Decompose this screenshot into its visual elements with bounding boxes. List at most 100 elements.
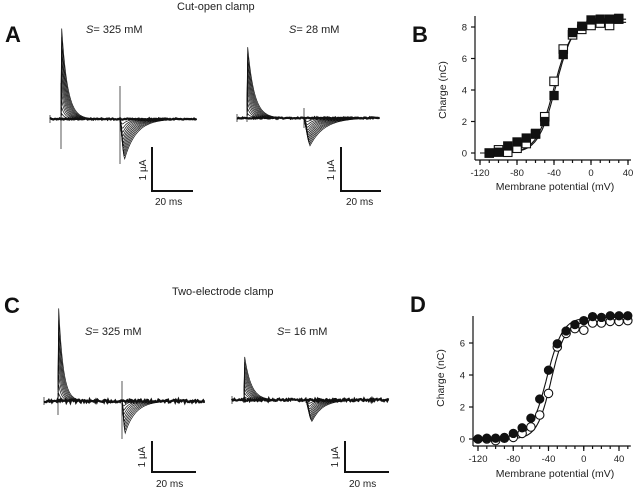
data-point-filled-circle: [570, 319, 580, 330]
y-tick-label: 6: [462, 54, 467, 65]
scale-bar-lines: [340, 147, 381, 192]
data-point-filled-circle: [490, 433, 501, 443]
conc-value: = 325 mM: [92, 326, 141, 338]
y-tick-label: 0: [462, 149, 467, 160]
conc-label-c2: S= 16 mM: [277, 326, 327, 338]
data-point-filled-square: [567, 27, 578, 38]
current-trace: [243, 380, 389, 414]
data-point-open-circle: [534, 410, 545, 420]
x-tick-label: -40: [547, 168, 561, 179]
data-point-filled-circle: [499, 432, 510, 443]
data-point-filled-square: [577, 21, 587, 31]
chart-b-xlabel: Membrane potential (mV): [496, 181, 614, 193]
trace-baseline: [49, 116, 198, 122]
x-tick-label: 40: [614, 454, 625, 465]
data-point-filled-circle: [543, 365, 554, 375]
data-point-filled-square: [530, 128, 541, 139]
data-point-filled-square: [549, 90, 559, 101]
data-point-open-circle: [543, 388, 554, 399]
y-tick-label: 4: [460, 371, 465, 382]
scale-bar-lines: [151, 441, 196, 473]
data-point-open-circle: [526, 422, 536, 432]
data-point-filled-circle: [596, 312, 607, 323]
panel-letter-a: A: [5, 22, 21, 47]
current-trace-family-a1: [49, 28, 198, 164]
data-point-filled-square: [493, 147, 504, 157]
fit-curve-2: [480, 21, 627, 154]
x-tick-label: -120: [468, 454, 487, 465]
data-point-filled-square: [586, 15, 596, 25]
data-point-filled-circle: [517, 423, 527, 433]
data-point-filled-square: [521, 133, 531, 143]
y-tick-label: 8: [462, 23, 467, 34]
chart-b-axes: 0 2 4 6 8 -120 -80 -40 0 40: [462, 16, 633, 179]
chart-d-axes: 0 2 4 6 -120 -80 -40 0 40: [460, 316, 631, 465]
data-point-filled-circle: [579, 315, 589, 326]
current-trace: [57, 364, 205, 419]
scale-bar-lines: [151, 147, 193, 192]
current-trace: [57, 331, 205, 429]
scale-time-label: 20 ms: [346, 197, 373, 208]
scale-time-label: 20 ms: [349, 479, 376, 490]
trace-baseline: [231, 395, 390, 405]
data-point-filled-square: [614, 13, 624, 24]
x-tick-label: -120: [470, 168, 489, 179]
caption-two-electrode-clamp: Two-electrode clamp: [172, 286, 274, 298]
data-point-filled-square: [604, 14, 615, 24]
scale-bar-a1: 1 µA 20 ms: [138, 147, 193, 208]
data-point-filled-square: [512, 137, 522, 147]
s-symbol: S: [277, 326, 285, 338]
data-point-filled-square: [595, 14, 605, 24]
panel-letter-b: B: [412, 22, 428, 47]
chart-d-fit-curves: [478, 316, 626, 440]
data-point-filled-square: [540, 116, 550, 127]
current-trace: [243, 356, 389, 422]
current-trace-family-c2: [231, 356, 390, 422]
conc-label-c1: S= 325 mM: [85, 326, 142, 338]
current-trace: [243, 371, 389, 418]
conc-value: = 325 mM: [93, 24, 142, 36]
chart-d-points: [473, 311, 633, 446]
data-point-filled-square: [558, 49, 568, 60]
data-point-filled-circle: [526, 413, 536, 423]
series-open-circle: [473, 315, 633, 446]
series-filled-square: [484, 13, 624, 158]
x-tick-label: -40: [542, 454, 556, 465]
current-trace: [243, 366, 389, 420]
current-trace: [246, 47, 380, 147]
series-filled-circle: [473, 311, 633, 444]
y-tick-label: 2: [462, 117, 467, 128]
trace-baseline: [43, 396, 205, 406]
s-symbol: S: [85, 326, 93, 338]
data-point-filled-circle: [552, 339, 562, 349]
chart-d-xlabel: Membrane potential (mV): [496, 468, 614, 480]
current-trace: [60, 93, 197, 137]
data-point-filled-circle: [561, 326, 571, 336]
data-point-filled-circle: [535, 394, 545, 404]
data-point-filled-circle: [614, 311, 624, 321]
current-trace: [243, 375, 389, 417]
conc-label-a1: S= 325 mM: [86, 24, 143, 36]
panel-letter-d: D: [410, 292, 426, 317]
data-point-filled-circle: [623, 311, 633, 321]
s-symbol: S: [86, 24, 94, 36]
chart-b-charge-voltage: 0 2 4 6 8 -120 -80 -40 0 40 Membrane potential (m…: [437, 13, 633, 193]
y-tick-label: 6: [460, 339, 465, 350]
conc-label-a2: S= 28 mM: [289, 24, 339, 36]
x-tick-label: -80: [506, 454, 520, 465]
scale-bar-c2: 1 µA 20 ms: [330, 441, 389, 490]
scale-current-label: 1 µA: [330, 446, 341, 467]
y-tick-label: 4: [462, 86, 467, 97]
fit-curve-2: [478, 320, 626, 440]
data-point-filled-square: [484, 148, 494, 158]
chart-d-charge-voltage: 0 2 4 6 -120 -80 -40 0 40 Membrane potential (mV…: [435, 311, 633, 480]
scale-current-label: 1 µA: [137, 446, 148, 467]
current-trace: [57, 343, 205, 426]
data-point-filled-circle: [587, 311, 598, 322]
current-trace: [246, 91, 380, 134]
scale-current-label: 1 µA: [138, 159, 149, 180]
x-tick-label: 0: [588, 168, 593, 179]
scale-time-label: 20 ms: [156, 479, 183, 490]
current-trace: [246, 85, 380, 136]
